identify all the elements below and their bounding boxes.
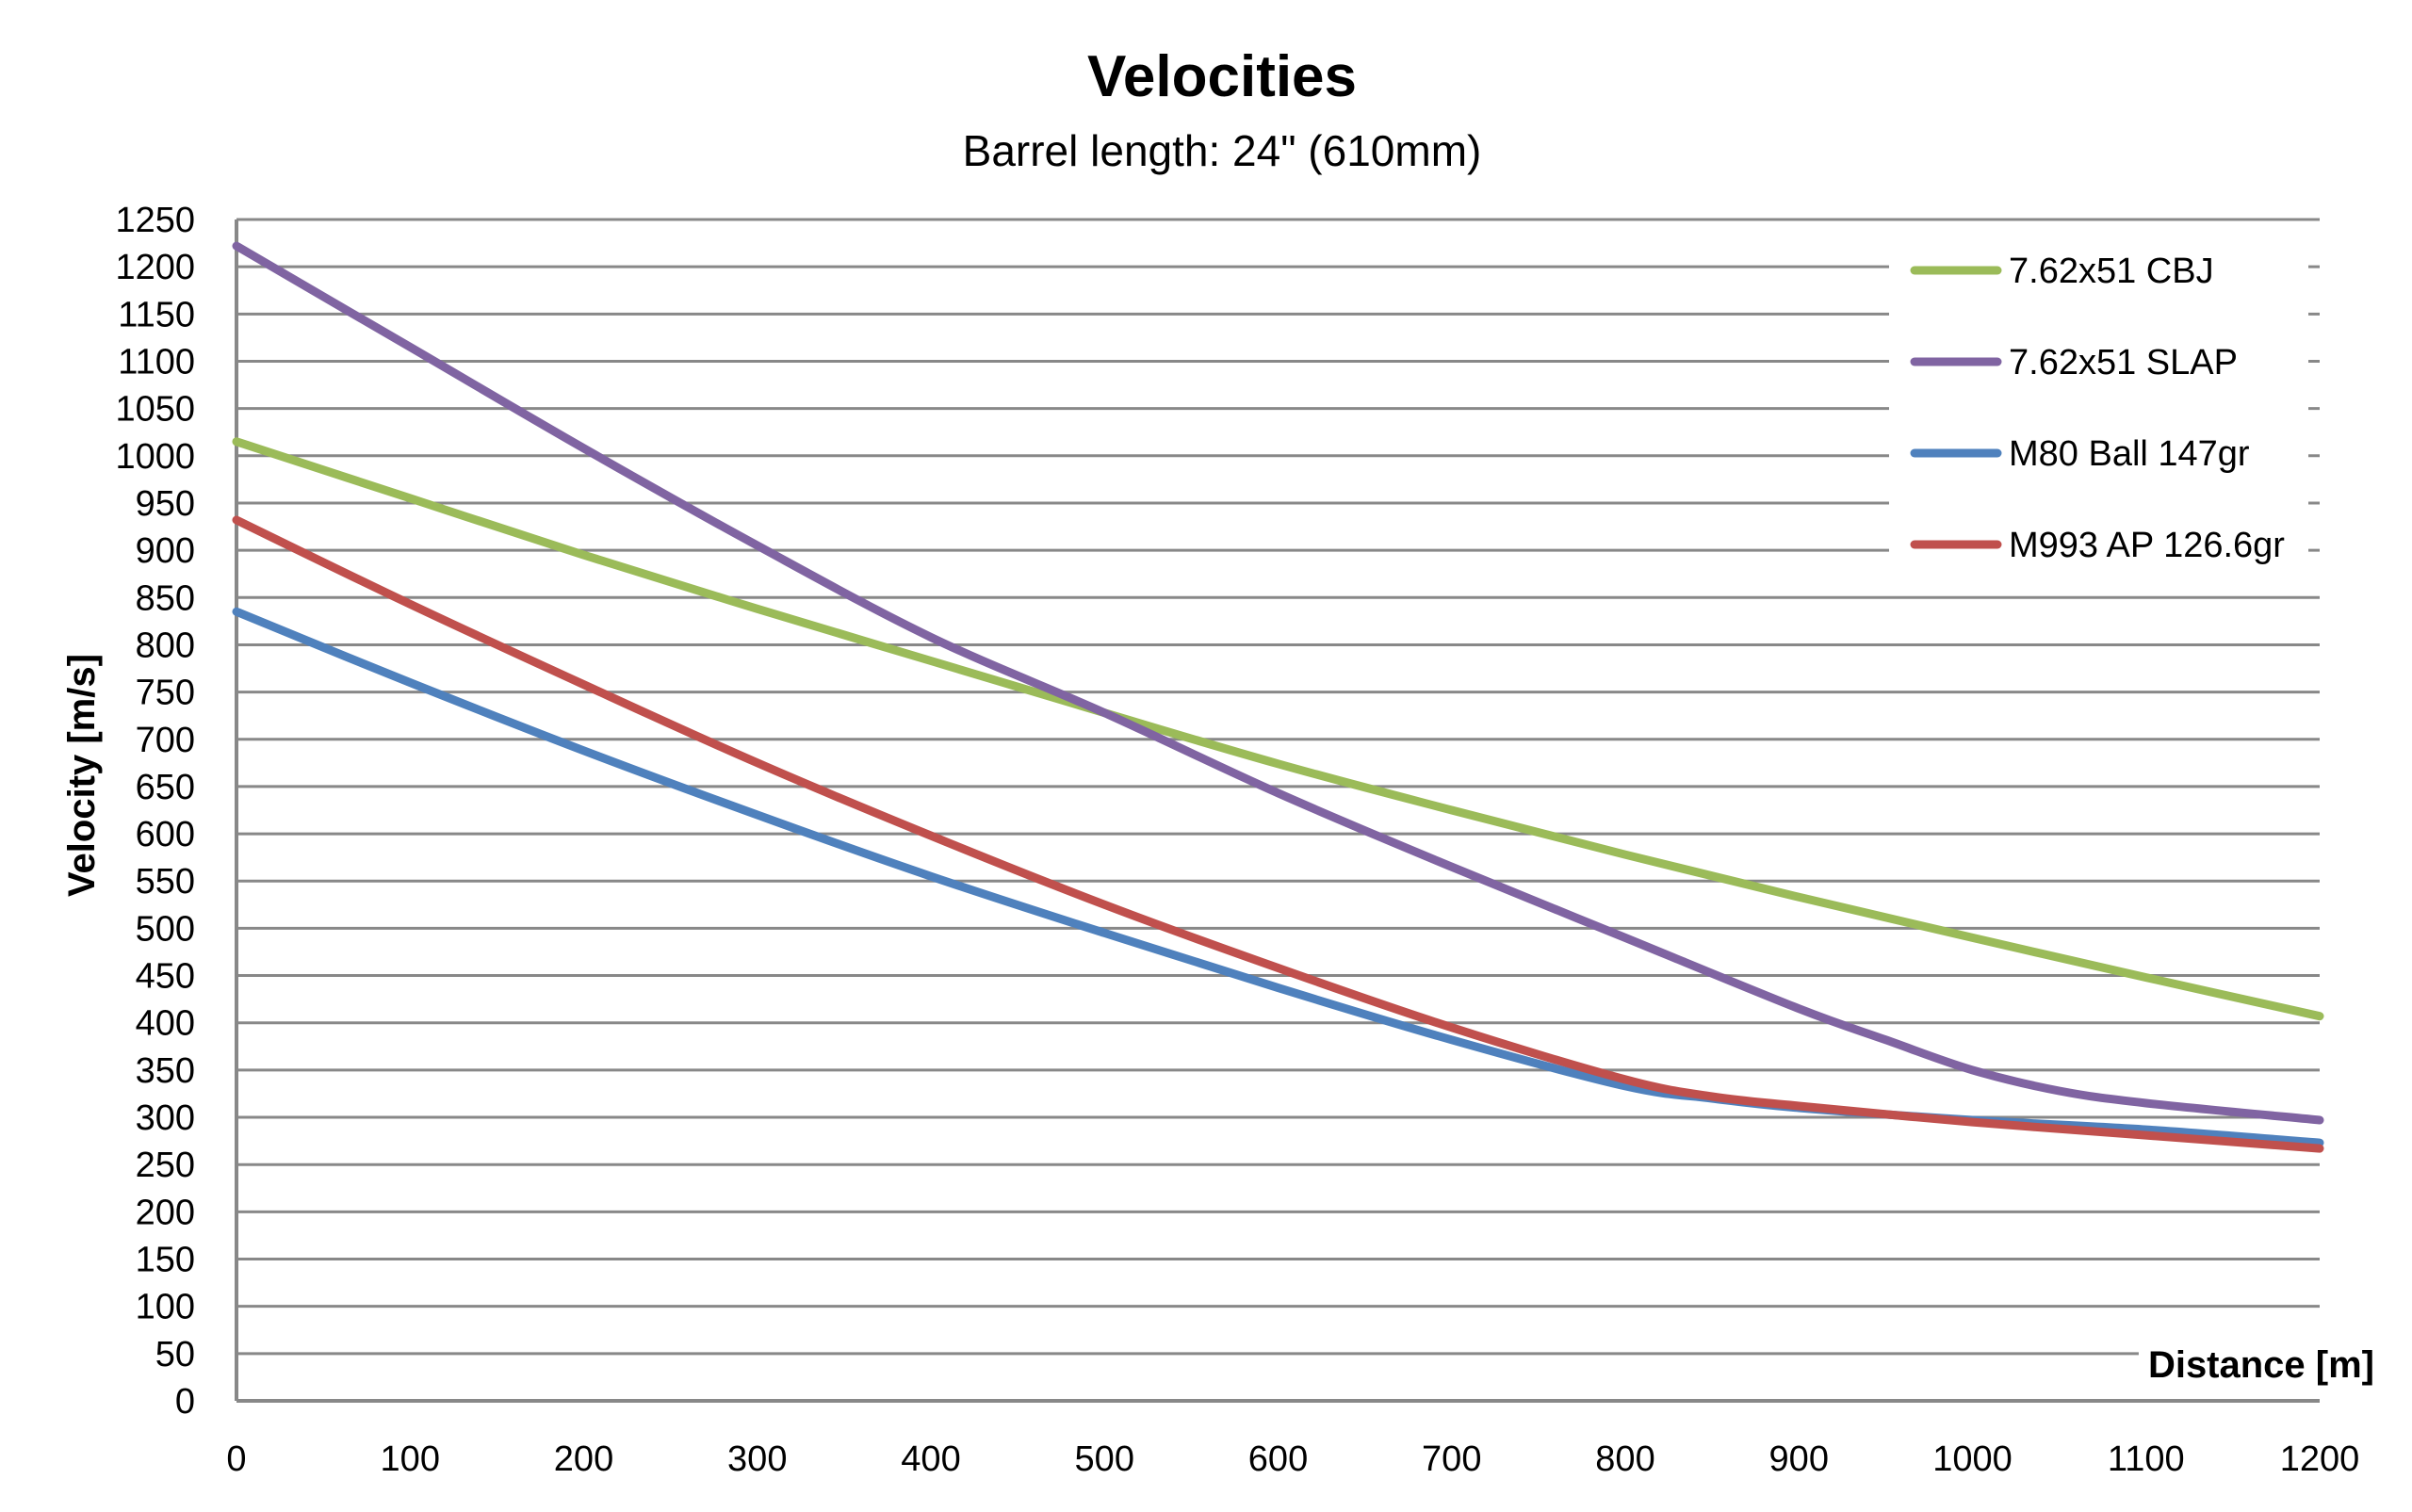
x-tick-labels: 0 100 200 300 400 500 600 700 800 900 1000 1100 1200 <box>226 1439 2359 1479</box>
y-tick-label-900: 900 <box>136 531 195 571</box>
x-tick-label-1000: 1000 <box>1932 1439 2013 1479</box>
y-tick-label-100: 100 <box>136 1288 195 1327</box>
y-tick-label-850: 850 <box>136 578 195 618</box>
y-tick-label-0: 0 <box>175 1382 195 1422</box>
x-tick-label-800: 800 <box>1595 1439 1654 1479</box>
x-tick-label-1200: 1200 <box>2280 1439 2360 1479</box>
y-axis-label: Velocity [m/s] <box>61 654 103 897</box>
x-tick-label-600: 600 <box>1248 1439 1308 1479</box>
y-tick-label-500: 500 <box>136 909 195 949</box>
y-tick-label-600: 600 <box>136 815 195 854</box>
legend-background <box>1889 226 2308 584</box>
y-tick-label-800: 800 <box>136 626 195 665</box>
y-tick-label-700: 700 <box>136 721 195 760</box>
y-tick-label-350: 350 <box>136 1051 195 1091</box>
x-tick-label-700: 700 <box>1422 1439 1481 1479</box>
x-axis-label: Distance [m] <box>2148 1344 2374 1386</box>
y-tick-label-250: 250 <box>136 1146 195 1185</box>
y-tick-label-200: 200 <box>136 1193 195 1232</box>
x-tick-label-400: 400 <box>901 1439 960 1479</box>
legend-label-3: M80 Ball 147gr <box>2009 434 2250 474</box>
x-tick-label-900: 900 <box>1769 1439 1829 1479</box>
series-lines <box>232 241 2324 1153</box>
y-tick-label-550: 550 <box>136 862 195 902</box>
x-tick-label-200: 200 <box>554 1439 613 1479</box>
y-tick-label-1000: 1000 <box>115 437 195 477</box>
y-tick-label-950: 950 <box>136 484 195 524</box>
x-tick-label-500: 500 <box>1075 1439 1134 1479</box>
y-tick-label-650: 650 <box>136 768 195 807</box>
y-tick-label-150: 150 <box>136 1241 195 1280</box>
chart-subtitle: Barrel length: 24" (610mm) <box>963 126 1482 175</box>
y-tick-label-1050: 1050 <box>115 390 195 430</box>
y-tick-label-400: 400 <box>136 1004 195 1044</box>
axes <box>235 219 2320 1403</box>
y-tick-label-750: 750 <box>136 674 195 713</box>
series-line-4 <box>232 515 2324 1153</box>
x-tick-label-300: 300 <box>727 1439 787 1479</box>
series-line-1 <box>232 437 2324 1021</box>
x-tick-label-100: 100 <box>381 1439 440 1479</box>
y-tick-label-1100: 1100 <box>118 342 195 382</box>
legend-label-4: M993 AP 126.6gr <box>2009 526 2285 565</box>
y-tick-label-300: 300 <box>136 1098 195 1138</box>
y-tick-label-1250: 1250 <box>115 201 195 240</box>
legend: 7.62x51 CBJ 7.62x51 SLAP M80 Ball 147gr M99… <box>1889 226 2308 584</box>
chart-title: Velocities <box>1087 44 1357 109</box>
legend-label-1: 7.62x51 CBJ <box>2009 252 2214 291</box>
y-tick-labels: 0 50 100 150 200 250 300 350 400 450 500 550 600 650 7… <box>115 201 195 1422</box>
x-tick-label-1100: 1100 <box>2108 1439 2185 1479</box>
y-tick-label-1200: 1200 <box>115 248 195 287</box>
y-tick-label-450: 450 <box>136 957 195 997</box>
x-axis-label-background <box>2138 1341 2384 1390</box>
x-tick-label-0: 0 <box>226 1439 246 1479</box>
legend-label-2: 7.62x51 SLAP <box>2009 343 2238 382</box>
y-tick-label-1150: 1150 <box>118 295 195 334</box>
series-line-2 <box>232 241 2324 1125</box>
y-tick-label-50: 50 <box>155 1335 195 1374</box>
